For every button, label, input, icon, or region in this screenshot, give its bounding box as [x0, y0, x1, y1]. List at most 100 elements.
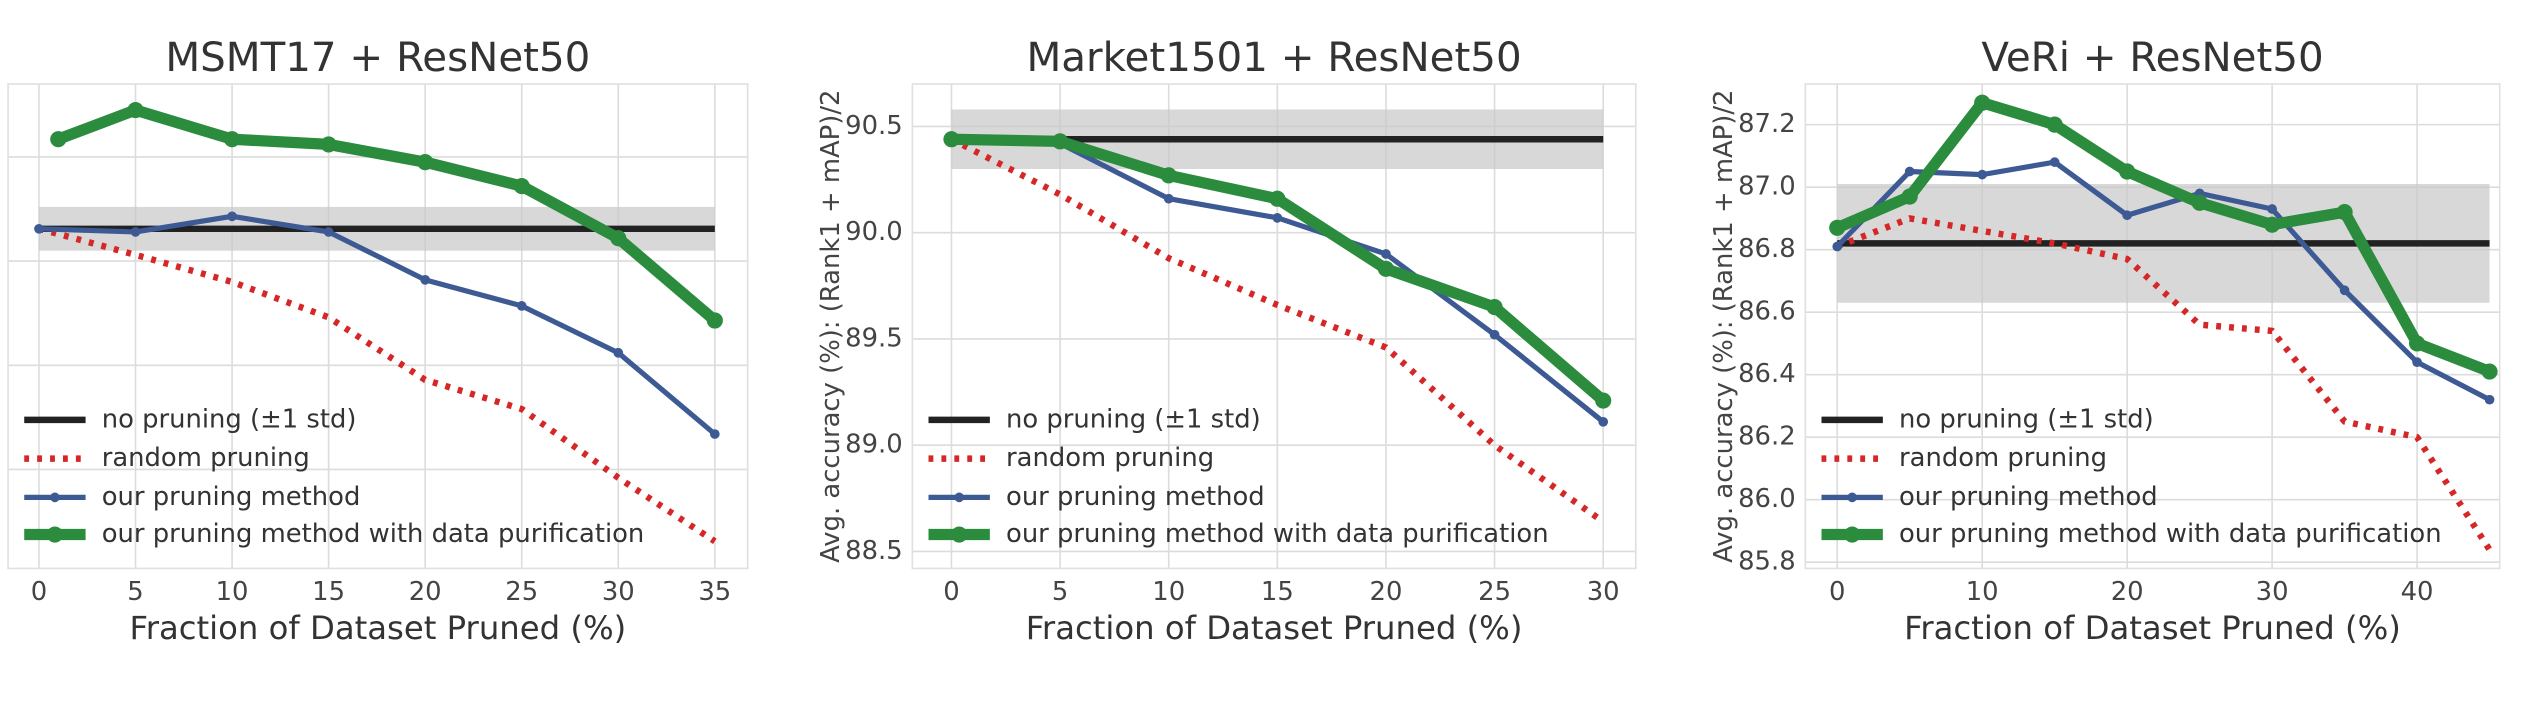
legend-marker [954, 492, 965, 503]
x-tick-label: 25 [505, 577, 538, 607]
point [610, 230, 627, 247]
point [130, 227, 141, 237]
point [709, 429, 720, 439]
point [1381, 249, 1391, 259]
point [34, 223, 44, 234]
legend-marker [1847, 492, 1858, 503]
point [2267, 204, 2277, 214]
legend-label: our pruning method [1899, 482, 2158, 512]
legend-label: random pruning [1899, 443, 2107, 473]
plot-frame [7, 83, 749, 570]
point [1904, 166, 1915, 177]
legend-label: our pruning method with data purificatio… [1899, 519, 2442, 549]
legend-label: our pruning method with data purificatio… [1006, 519, 1549, 549]
series-line [1834, 97, 2492, 377]
point [706, 312, 723, 329]
x-tick-label: 25 [1478, 577, 1511, 607]
x-axis-label: Fraction of Dataset Pruned (%) [1904, 609, 2401, 647]
y-tick-label: 86.2 [1738, 422, 1796, 452]
x-tick-label: 35 [698, 577, 731, 607]
chart-title: MSMT17 + ResNet50 [165, 34, 590, 81]
y-tick-label: 86.8 [1738, 234, 1796, 264]
x-axis-label: Fraction of Dataset Pruned (%) [129, 609, 626, 647]
point [2264, 216, 2281, 233]
x-axis-label: Fraction of Dataset Pruned (%) [1026, 609, 1523, 647]
y-tick-label: 88.5 [845, 536, 903, 566]
point [50, 131, 67, 148]
point [1377, 260, 1395, 277]
y-tick-label: 89.0 [845, 430, 903, 460]
point [2412, 357, 2422, 367]
y-axis-label: Avg. accuracy (%): (Rank1 + mAP)/2 [816, 90, 846, 563]
y-tick-label: 87.2 [1738, 109, 1796, 139]
legend-marker [1844, 526, 1861, 543]
series-line [38, 225, 717, 545]
x-tick-label: 5 [1052, 577, 1068, 607]
legend-label: no pruning (±1 std) [102, 404, 357, 434]
legend-label: our pruning method [1006, 482, 1265, 512]
point [2336, 204, 2353, 221]
point [2049, 157, 2060, 167]
series-line [56, 104, 719, 325]
point [1598, 416, 1609, 427]
legend-label: our pruning method [102, 482, 361, 512]
legend-label: random pruning [102, 443, 310, 473]
chart-title: VeRi + ResNet50 [1981, 34, 2323, 81]
point [613, 347, 624, 358]
legend-label: no pruning (±1 std) [1006, 404, 1261, 434]
point [1489, 329, 1500, 340]
series-line [949, 136, 1606, 525]
point [2339, 285, 2350, 296]
chart: MSMT17 + ResNet50 Fraction of Dataset Pru… [7, 34, 749, 647]
point [1163, 193, 1174, 204]
x-tick-label: 0 [943, 577, 959, 607]
y-tick-label: 90.0 [845, 217, 903, 247]
series-line [1835, 159, 2491, 402]
chart: VeRi + ResNet50 Fraction of Dataset Prune… [1709, 34, 2501, 647]
x-tick-label: 20 [1370, 577, 1403, 607]
y-tick-label: 85.8 [1738, 547, 1796, 577]
point [943, 131, 960, 148]
point [2119, 163, 2136, 180]
series-line [38, 213, 717, 437]
point [2191, 194, 2208, 211]
x-tick-label: 20 [2111, 577, 2144, 607]
point [417, 154, 434, 171]
x-tick-label: 10 [1966, 577, 1999, 607]
point [1486, 299, 1503, 316]
point [1974, 94, 1991, 111]
point [2481, 363, 2498, 380]
legend-marker [951, 526, 968, 543]
point [513, 178, 530, 195]
legend-marker [46, 526, 63, 543]
plot-frame [911, 83, 1637, 570]
x-tick-label: 30 [1587, 577, 1620, 607]
chart: Market1501 + ResNet50 Fraction of Dataset… [816, 34, 1637, 647]
point [2409, 335, 2426, 352]
point [1829, 219, 1846, 236]
x-tick-label: 10 [216, 577, 249, 607]
x-tick-label: 15 [312, 577, 345, 607]
point [1269, 190, 1286, 207]
x-tick-label: 30 [2256, 577, 2289, 607]
x-tick-label: 0 [31, 577, 47, 607]
y-axis-label: Avg. accuracy (%): (Rank1 + mAP)/2 [1709, 90, 1739, 563]
x-tick-label: 15 [1261, 577, 1294, 607]
series-line [1836, 215, 2493, 552]
point [1977, 169, 1988, 180]
point [1052, 133, 1069, 150]
point [2046, 116, 2063, 133]
y-tick-label: 90.5 [845, 111, 903, 141]
x-tick-label: 40 [2401, 577, 2434, 607]
point [2122, 210, 2132, 221]
x-tick-label: 0 [1829, 577, 1845, 607]
point [227, 211, 237, 222]
point [516, 301, 527, 311]
legend-box [18, 399, 28, 401]
legend-box [1815, 399, 1825, 401]
x-tick-label: 5 [127, 577, 143, 607]
y-tick-label: 89.5 [845, 323, 903, 353]
point [420, 275, 431, 285]
x-tick-label: 20 [409, 577, 442, 607]
